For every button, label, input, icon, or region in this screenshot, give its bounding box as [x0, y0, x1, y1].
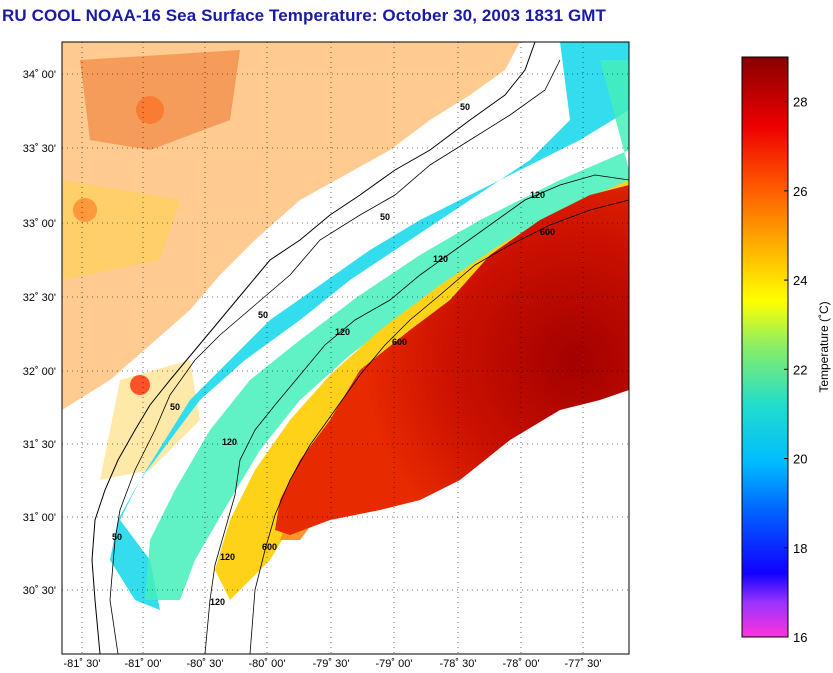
colorbar: 28 26 24 22 20 18 16 Temperature (˚C) — [741, 56, 831, 645]
lat-tick-label: 33˚ 30' — [23, 143, 56, 155]
lat-tick-label: 32˚ 30' — [23, 292, 56, 304]
lon-tick-label: -81˚ 00' — [125, 658, 162, 670]
lon-tick-label: -79˚ 30' — [313, 658, 350, 670]
longitude-axis: -81˚ 30' -81˚ 00' -80˚ 30' -80˚ 00' -79˚… — [64, 658, 602, 670]
isobath-120 — [204, 174, 629, 654]
colorbar-tick-label: 24 — [793, 273, 807, 288]
isobath-label-50: 50 — [112, 532, 122, 542]
map-title: RU COOL NOAA-16 Sea Surface Temperature:… — [2, 6, 607, 25]
colorbar-tick-label: 26 — [793, 184, 807, 199]
lat-tick-label: 32˚ 00' — [23, 366, 56, 378]
colorbar-label: Temperature (˚C) — [817, 301, 831, 392]
colorbar-tick-label: 18 — [793, 541, 807, 556]
lon-tick-label: -79˚ 00' — [376, 658, 413, 670]
isobath-label-120: 120 — [530, 190, 545, 200]
lat-tick-label: 33˚ 00' — [23, 218, 56, 230]
isobath-label-120: 120 — [433, 254, 448, 264]
isobath-label-600: 600 — [392, 337, 407, 347]
colorbar-tick-label: 22 — [793, 362, 807, 377]
isobath-label-120: 120 — [220, 552, 235, 562]
isobath-label-50: 50 — [460, 102, 470, 112]
isobath-label-120: 120 — [210, 597, 225, 607]
isobath-label-50: 50 — [258, 310, 268, 320]
colorbar-tick-label: 20 — [793, 452, 807, 467]
isobath-label-120: 120 — [222, 437, 237, 447]
graticule — [62, 42, 629, 654]
lon-tick-label: -78˚ 30' — [440, 658, 477, 670]
isobath-50 — [109, 59, 561, 654]
lon-tick-label: -78˚ 00' — [503, 658, 540, 670]
latitude-axis: 34˚ 00' 33˚ 30' 33˚ 00' 32˚ 30' 32˚ 00' … — [23, 69, 56, 597]
lat-tick-label: 31˚ 00' — [23, 512, 56, 524]
lon-tick-label: -81˚ 30' — [64, 658, 101, 670]
colorbar-tick-label: 16 — [793, 630, 807, 645]
colorbar-gradient — [741, 56, 789, 638]
gulf-stream-warm-water — [275, 185, 629, 535]
map-frame — [61, 41, 630, 655]
sst-map[interactable]: 50 50 50 50 50 120 120 120 120 120 120 6… — [62, 42, 629, 654]
isobath-label-120: 120 — [335, 327, 350, 337]
lon-tick-label: -80˚ 30' — [187, 658, 224, 670]
isobath-label-600: 600 — [540, 227, 555, 237]
lat-tick-label: 31˚ 30' — [23, 439, 56, 451]
lon-tick-label: -80˚ 00' — [249, 658, 286, 670]
colorbar-tick-label: 28 — [793, 95, 807, 110]
isobath-600 — [249, 199, 629, 654]
isobath-label-50: 50 — [380, 212, 390, 222]
isobath-label-50: 50 — [170, 402, 180, 412]
isobath-label-600: 600 — [262, 542, 277, 552]
coastline — [91, 42, 536, 654]
colorbar-ticks: 28 26 24 22 20 18 16 — [784, 95, 807, 645]
cool-shelf-water — [110, 42, 629, 610]
lat-tick-label: 34˚ 00' — [23, 69, 56, 81]
lat-tick-label: 30˚ 30' — [23, 585, 56, 597]
lon-tick-label: -77˚ 30' — [565, 658, 602, 670]
